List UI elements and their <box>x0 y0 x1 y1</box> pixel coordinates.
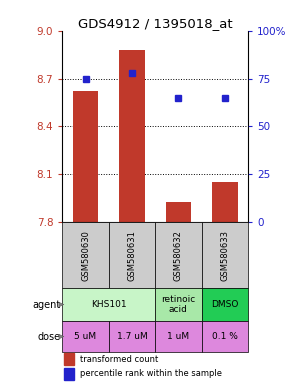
Bar <box>155 288 202 321</box>
Bar <box>109 321 155 352</box>
Bar <box>109 222 155 288</box>
Text: retinoic
acid: retinoic acid <box>161 295 195 314</box>
Text: GSM580631: GSM580631 <box>127 230 137 281</box>
Text: 0.1 %: 0.1 % <box>212 332 238 341</box>
Bar <box>62 321 109 352</box>
Bar <box>202 222 248 288</box>
Title: GDS4912 / 1395018_at: GDS4912 / 1395018_at <box>78 17 233 30</box>
Text: transformed count: transformed count <box>80 354 158 364</box>
Bar <box>73 91 98 222</box>
Bar <box>64 368 75 380</box>
Text: GSM580630: GSM580630 <box>81 230 90 281</box>
Text: percentile rank within the sample: percentile rank within the sample <box>80 369 222 379</box>
Bar <box>119 50 145 222</box>
Text: 1.7 uM: 1.7 uM <box>117 332 147 341</box>
Bar <box>62 222 109 288</box>
Text: GSM580633: GSM580633 <box>220 230 229 281</box>
Text: dose: dose <box>37 332 61 342</box>
Bar <box>212 182 238 222</box>
Bar <box>202 321 248 352</box>
Bar <box>202 288 248 321</box>
Bar <box>155 321 202 352</box>
Text: KHS101: KHS101 <box>91 300 126 309</box>
Bar <box>64 353 75 365</box>
Bar <box>62 288 155 321</box>
Bar <box>155 222 202 288</box>
Bar <box>166 202 191 222</box>
Text: DMSO: DMSO <box>211 300 238 309</box>
Text: GSM580632: GSM580632 <box>174 230 183 281</box>
Text: agent: agent <box>32 300 61 310</box>
Text: 1 uM: 1 uM <box>167 332 189 341</box>
Text: 5 uM: 5 uM <box>75 332 97 341</box>
